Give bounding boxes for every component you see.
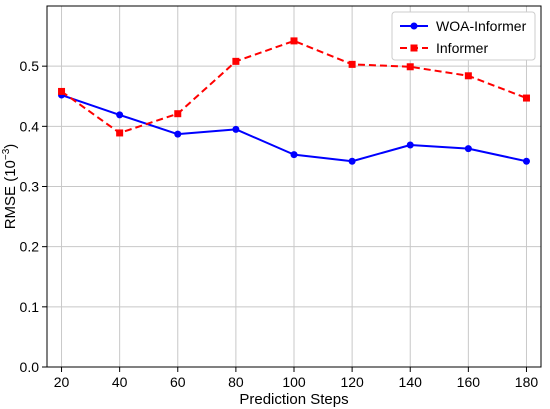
- y-tick-label: 0.4: [20, 118, 40, 134]
- data-point: [232, 57, 240, 65]
- y-tick-label: 0.5: [20, 58, 40, 74]
- x-axis: 20 40 60 80 100 120 140 160 180: [54, 367, 539, 390]
- data-point: [406, 63, 414, 71]
- y-axis-label-close: ): [2, 144, 19, 149]
- data-point: [348, 157, 356, 165]
- data-point: [348, 60, 356, 68]
- series-informer: [58, 37, 530, 137]
- series-line: [60, 39, 527, 134]
- x-tick-label: 120: [340, 374, 364, 390]
- x-tick-label: 100: [282, 374, 306, 390]
- y-tick-label: 0.2: [20, 239, 40, 255]
- data-point: [464, 145, 472, 153]
- data-point: [464, 72, 472, 80]
- data-point: [522, 94, 530, 102]
- y-tick-label: 0.3: [20, 179, 40, 195]
- data-point: [522, 157, 530, 165]
- legend-marker: [410, 22, 418, 30]
- y-tick-label: 0.0: [20, 359, 40, 375]
- x-tick-label: 180: [515, 374, 539, 390]
- x-tick-label: 20: [54, 374, 70, 390]
- data-point: [232, 125, 240, 133]
- data-point: [174, 110, 182, 118]
- data-point: [174, 130, 182, 138]
- y-axis-label-main: RMSE (10: [2, 160, 19, 229]
- y-tick-label: 0.1: [20, 299, 40, 315]
- data-point: [290, 37, 298, 45]
- y-axis-label-exponent: −3: [1, 148, 12, 160]
- legend-items: WOA-Informer Informer: [400, 18, 527, 56]
- legend: WOA-Informer Informer: [391, 11, 536, 61]
- data-point: [116, 129, 124, 137]
- data-point: [116, 111, 124, 119]
- x-axis-label: Prediction Steps: [239, 391, 348, 408]
- y-axis-label: RMSE (10−3): [1, 144, 19, 230]
- y-axis: 0.0 0.1 0.2 0.3 0.4 0.5: [20, 58, 47, 375]
- x-tick-label: 80: [228, 374, 244, 390]
- x-tick-label: 40: [112, 374, 128, 390]
- legend-label: Informer: [436, 40, 488, 56]
- legend-label: WOA-Informer: [436, 18, 527, 34]
- x-tick-label: 60: [170, 374, 186, 390]
- data-point: [58, 87, 66, 95]
- x-tick-label: 160: [457, 374, 481, 390]
- x-tick-label: 140: [399, 374, 423, 390]
- series-woa-informer: [58, 91, 530, 165]
- series-group: [58, 37, 530, 165]
- data-point: [406, 141, 414, 149]
- legend-marker: [410, 44, 418, 52]
- data-point: [290, 151, 298, 159]
